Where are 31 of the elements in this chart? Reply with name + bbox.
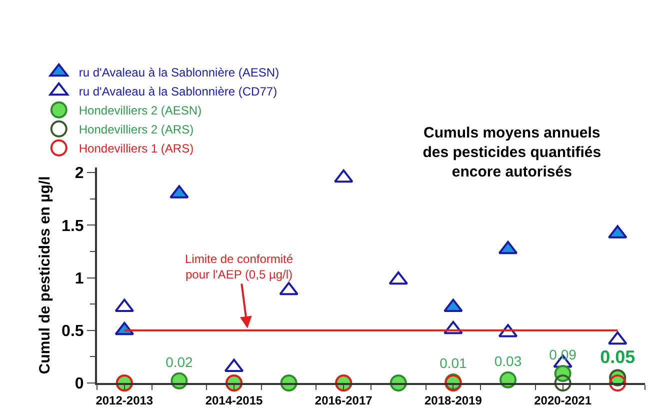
legend-label: ru d'Avaleau à la Sablonnière (CD77) [78, 84, 278, 99]
point [334, 169, 354, 183]
x-tick-label: 2020-2021 [534, 393, 592, 408]
legend-label: Hondevilliers 2 (AESN) [78, 104, 202, 118]
point [609, 374, 626, 392]
data-label: 0.03 [494, 352, 522, 369]
x-tick-label: 2014-2015 [205, 393, 264, 408]
chart-title: Cumuls moyens annuels des pesticides quantifiés encore autorisés [422, 124, 602, 180]
data-label: 0.01 [440, 355, 468, 372]
point [554, 374, 572, 392]
y-tick-label: 0.5 [62, 323, 84, 340]
x-tick-label: 2016-2017 [314, 393, 373, 408]
legend-label: Hondevilliers 1 (ARS) [78, 142, 194, 156]
legend-label: Hondevilliers 2 (ARS) [78, 122, 194, 137]
y-tick-label: 1.5 [62, 218, 84, 235]
point [498, 240, 518, 254]
y-tick-label: 1 [74, 270, 84, 288]
x-tick-label: 2012-2013 [96, 393, 154, 408]
point [279, 282, 298, 296]
data-label: 0.02 [166, 354, 194, 370]
ref-line-label: Limite de conformité pour l'AEP (0,5 µg/l) [185, 252, 294, 282]
y-tick-label: 2 [74, 165, 84, 182]
x-tick-label: 2018-2019 [424, 393, 482, 408]
point [388, 271, 408, 285]
data-label: 0.05 [600, 346, 636, 367]
y-tick-label: 0 [74, 376, 84, 393]
y-axis-title: Cumul de pesticides en µg/l [36, 176, 54, 374]
legend-label: ru d'Avaleau à la Sablonnière (AESN) [78, 66, 280, 80]
point [444, 320, 463, 334]
point [608, 331, 628, 345]
data-label: 0.09 [549, 346, 577, 363]
